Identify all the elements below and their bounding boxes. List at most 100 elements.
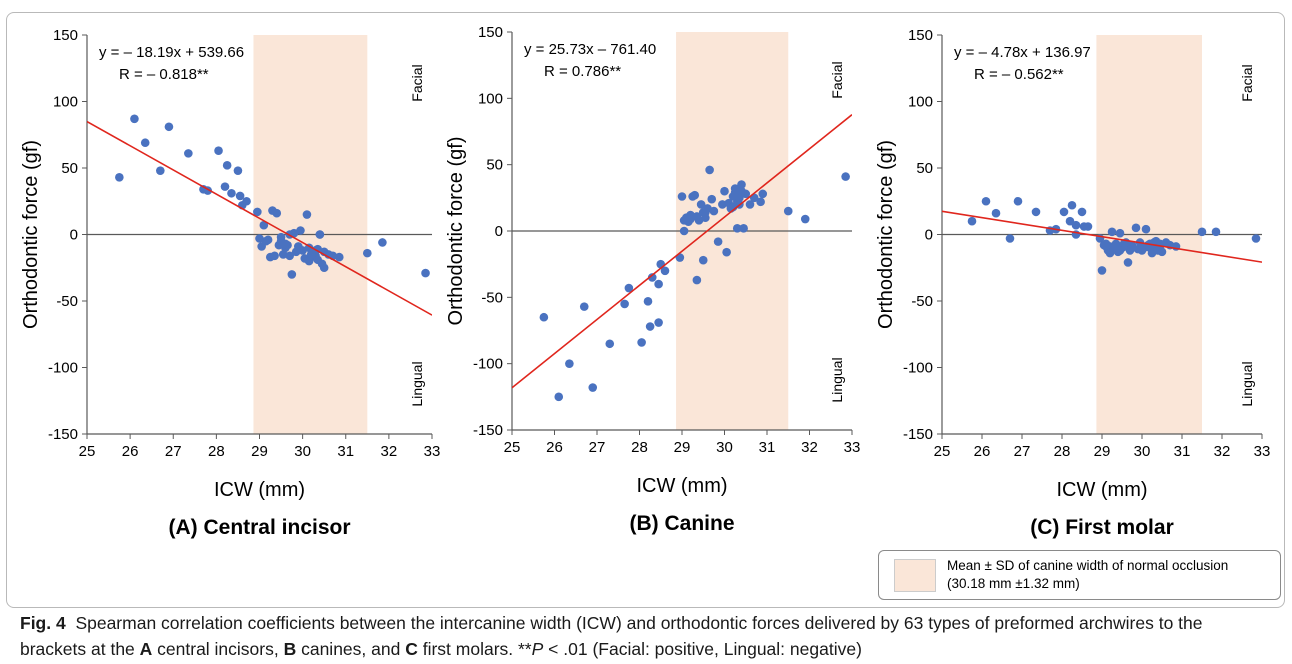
- data-point: [1071, 220, 1081, 230]
- x-tick-label: 28: [1054, 443, 1071, 460]
- x-tick-label: 33: [424, 443, 441, 460]
- caption-a: A: [139, 639, 153, 659]
- x-tick-label: 25: [79, 443, 96, 460]
- y-axis-title: Orthodontic force (gf): [875, 140, 897, 329]
- data-point: [253, 207, 262, 217]
- data-point: [981, 196, 991, 206]
- data-point: [579, 302, 589, 311]
- data-point: [713, 237, 723, 246]
- x-tick-label: 33: [844, 439, 861, 456]
- data-point: [313, 244, 323, 254]
- data-point: [302, 210, 312, 219]
- x-tick-label: 32: [801, 439, 818, 456]
- x-tick-label: 25: [504, 439, 521, 456]
- data-point: [296, 226, 305, 235]
- data-point: [588, 383, 598, 392]
- data-point: [701, 208, 710, 217]
- facial-label: Facial: [1239, 64, 1255, 101]
- data-point: [227, 188, 236, 198]
- data-point: [270, 251, 279, 261]
- y-axis-title: Orthodontic force (gf): [20, 140, 42, 329]
- y-tick-label: -50: [481, 289, 503, 306]
- data-point: [686, 214, 695, 224]
- data-point: [620, 299, 629, 309]
- data-point: [1031, 207, 1041, 217]
- y-tick-label: 150: [908, 27, 933, 44]
- regression-equation: y = – 4.78x + 136.97: [954, 44, 1091, 61]
- legend-line-2: (30.18 mm ±1.32 mm): [947, 576, 1080, 591]
- facial-label: Facial: [829, 61, 845, 98]
- x-tick-label: 31: [759, 439, 776, 456]
- x-axis-title: ICW (mm): [636, 475, 727, 497]
- data-point: [1005, 234, 1015, 243]
- regression-equation: y = – 18.19x + 539.66: [99, 44, 244, 61]
- data-point: [242, 196, 251, 206]
- y-tick-label: 100: [53, 94, 78, 111]
- x-tick-label: 33: [1254, 443, 1271, 460]
- data-point: [565, 359, 574, 368]
- data-point: [334, 252, 344, 262]
- data-point: [677, 192, 687, 201]
- data-point: [758, 189, 768, 199]
- data-point: [679, 226, 689, 236]
- y-tick-label: -100: [903, 360, 933, 377]
- data-point: [315, 230, 325, 239]
- data-point: [1137, 242, 1147, 251]
- data-point: [130, 114, 139, 124]
- y-axis-title: Orthodontic force (gf): [445, 137, 467, 326]
- data-point: [235, 191, 245, 201]
- data-point: [1127, 243, 1137, 253]
- data-point: [1251, 234, 1261, 243]
- data-point: [263, 235, 273, 245]
- data-point: [1115, 228, 1125, 238]
- regression-line: [942, 210, 1262, 263]
- data-point: [1157, 247, 1167, 257]
- data-point: [233, 166, 243, 175]
- x-tick-label: 30: [1134, 443, 1151, 460]
- data-point: [156, 166, 165, 175]
- panel-title: (B) Canine: [630, 512, 735, 535]
- y-tick-label: 50: [486, 157, 503, 174]
- x-tick-label: 26: [122, 443, 139, 460]
- data-point: [222, 161, 232, 170]
- correlation-r: R = 0.786**: [544, 63, 621, 80]
- data-point: [692, 275, 702, 285]
- data-point: [1097, 266, 1107, 275]
- x-tick-label: 26: [546, 439, 563, 456]
- y-tick-label: -50: [56, 293, 78, 310]
- regression-line: [512, 114, 852, 389]
- data-point: [164, 122, 174, 132]
- data-point: [800, 214, 810, 224]
- caption-p: P: [531, 639, 544, 659]
- legend-line-1: Mean ± SD of canine width of normal occl…: [947, 558, 1229, 573]
- caption-b: B: [283, 639, 297, 659]
- x-tick-label: 31: [1174, 443, 1191, 460]
- data-point: [654, 318, 663, 327]
- data-point: [539, 312, 549, 322]
- data-point: [363, 248, 372, 258]
- data-point: [1197, 227, 1207, 237]
- x-tick-label: 29: [674, 439, 691, 456]
- caption-part2: central incisors,: [152, 639, 284, 659]
- x-tick-label: 30: [294, 443, 311, 460]
- data-point: [730, 188, 740, 197]
- data-point: [737, 186, 746, 196]
- x-tick-label: 26: [974, 443, 991, 460]
- y-tick-label: 100: [478, 90, 503, 107]
- data-point: [259, 220, 269, 230]
- lingual-label: Lingual: [829, 357, 845, 402]
- data-point: [841, 172, 850, 181]
- x-tick-label: 28: [208, 443, 225, 460]
- figure-frame: [6, 12, 1285, 608]
- data-point: [1115, 246, 1125, 255]
- regression-line: [87, 120, 432, 316]
- y-tick-label: -50: [911, 293, 933, 310]
- x-tick-label: 32: [381, 443, 398, 460]
- data-point: [739, 224, 748, 233]
- data-point: [707, 194, 717, 204]
- data-point: [378, 238, 387, 247]
- caption-part1: Spearman correlation coefficients betwee…: [20, 613, 1203, 659]
- x-tick-label: 27: [165, 443, 182, 460]
- data-point: [291, 247, 301, 257]
